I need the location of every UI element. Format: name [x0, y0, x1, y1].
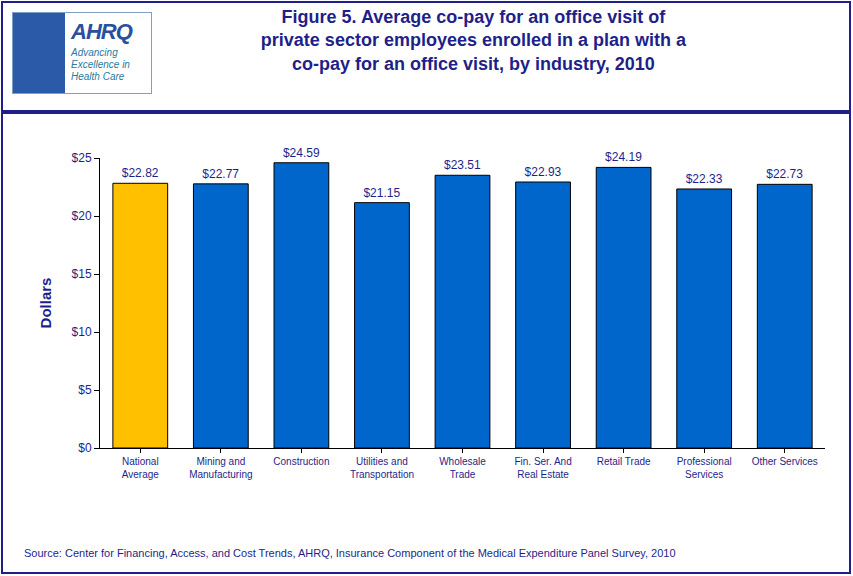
svg-text:$22.73: $22.73 — [766, 167, 803, 181]
svg-text:$5: $5 — [78, 383, 92, 397]
svg-text:$21.15: $21.15 — [363, 186, 400, 200]
html-text:Advancing Excellence in Health: Advancing Excellence in Health Care — [71, 47, 130, 82]
svg-text:$10: $10 — [72, 325, 92, 339]
svg-text:$20: $20 — [72, 209, 92, 223]
svg-text:Figure 5. Average co-pay for a: Figure 5. Average co-pay for an office v… — [261, 7, 687, 74]
svg-text:$0: $0 — [78, 441, 92, 455]
svg-text:$23.51: $23.51 — [444, 158, 481, 172]
svg-text:Construction: Construction — [273, 456, 329, 467]
svg-text:$24.19: $24.19 — [605, 150, 642, 164]
svg-text:$25: $25 — [72, 151, 92, 165]
svg-text:Source: Center for Financing,: Source: Center for Financing, Access, an… — [24, 547, 676, 559]
svg-text:$24.59: $24.59 — [283, 146, 320, 160]
svg-text:WholesaleTrade: WholesaleTrade — [439, 456, 486, 480]
svg-text:Retail Trade: Retail Trade — [597, 456, 651, 467]
html-text:AHRQ: AHRQ — [71, 19, 132, 44]
svg-text:$22.77: $22.77 — [202, 167, 239, 181]
svg-text:$15: $15 — [72, 267, 92, 281]
svg-text:Dollars: Dollars — [37, 278, 54, 329]
svg-text:$22.33: $22.33 — [686, 172, 723, 186]
svg-text:$22.82: $22.82 — [122, 166, 159, 180]
svg-text:NationalAverage: NationalAverage — [122, 456, 160, 480]
svg-text:Other Services: Other Services — [752, 456, 818, 467]
svg-text:Fin. Ser. AndReal Estate: Fin. Ser. AndReal Estate — [514, 456, 571, 480]
svg-text:ProfessionalServices: ProfessionalServices — [677, 456, 732, 480]
svg-text:Mining andManufacturing: Mining andManufacturing — [189, 456, 252, 480]
svg-text:$22.93: $22.93 — [525, 165, 562, 179]
svg-text:Utilities andTransportation: Utilities andTransportation — [350, 456, 414, 480]
